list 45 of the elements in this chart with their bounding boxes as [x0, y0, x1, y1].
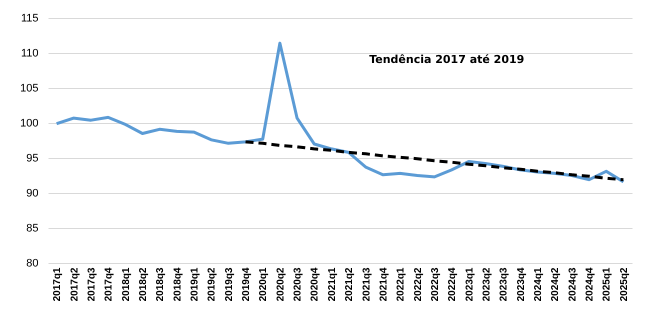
x-tick-label: 2019q4	[241, 267, 252, 302]
line-series	[55, 42, 625, 184]
x-tick-label: 2018q1	[120, 267, 132, 302]
x-tick-label: 2021q2	[344, 267, 356, 302]
y-tick-label: 110	[20, 48, 38, 60]
x-tick-label: 2024q1	[533, 267, 544, 302]
x-tick-label: 2018q3	[155, 267, 166, 302]
x-tick-label: 2025q1	[602, 267, 613, 302]
y-tick-label: 105	[20, 82, 38, 94]
x-tick-label: 2020q4	[310, 267, 321, 302]
x-tick-label: 2023q1	[464, 267, 476, 302]
x-tick-label: 2019q2	[206, 267, 218, 302]
x-tick-label: 2024q3	[567, 267, 578, 302]
y-tick-label: 100	[20, 118, 38, 130]
x-tick-label: 2024q4	[584, 267, 596, 302]
x-tick-label: 2017q4	[104, 267, 115, 302]
x-tick-label: 2022q4	[447, 267, 458, 302]
x-tick-label: 2024q2	[550, 267, 562, 302]
x-tick-label: 2023q4	[516, 267, 527, 302]
x-tick-label: 2021q3	[361, 267, 372, 302]
x-tick-label: 2019q1	[190, 267, 200, 302]
x-tick-label: 2020q1	[258, 267, 270, 302]
x-tick-label: 2021q4	[378, 267, 390, 302]
x-tick-label: 2020q3	[292, 267, 304, 302]
annotation: Tendência 2017 até 2019	[369, 53, 524, 66]
x-tick-label: 2017q2	[69, 267, 80, 302]
y-tick-label: 95	[26, 152, 38, 164]
y-tick-label: 85	[26, 222, 38, 234]
x-tick-label: 2017q1	[52, 267, 64, 302]
y-tick-label: 90	[26, 188, 38, 200]
y-tick-label: 115	[20, 12, 38, 24]
x-tick-label: 2019q3	[224, 267, 235, 302]
x-tick-label: 2018q2	[138, 267, 149, 302]
x-tick-label: 2018q4	[172, 267, 184, 302]
y-tick-label: 80	[26, 258, 38, 270]
x-tick-label: 2025q2	[618, 267, 630, 302]
line-series	[244, 140, 625, 182]
x-tick-label: 2022q1	[396, 267, 407, 302]
x-tick-label: 2023q3	[498, 267, 510, 302]
x-tick-label: 2020q2	[275, 267, 286, 302]
x-tick-label: 2017q3	[86, 267, 98, 302]
x-tick-label: 2021q1	[326, 267, 338, 302]
x-tick-label: 2022q3	[430, 267, 441, 302]
x-tick-label: 2022q2	[412, 267, 424, 302]
x-tick-label: 2023q2	[482, 267, 492, 302]
